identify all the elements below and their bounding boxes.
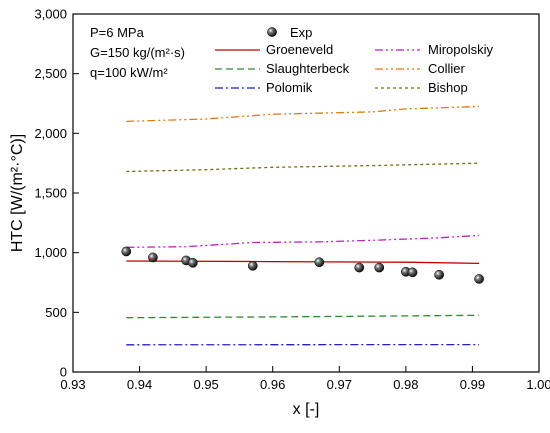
legend: Exp Groeneveld Slaughterbeck Polomik Mir… [215, 25, 494, 95]
series-line-miropolskiy [126, 234, 480, 248]
legend-swatch-exp [267, 27, 277, 37]
x-tick-label-5: 0.98 [393, 377, 418, 392]
x-tick-label-2: 0.95 [193, 377, 218, 392]
legend-label-collier: Collier [428, 61, 466, 76]
x-tick-label-7: 1.00 [526, 377, 550, 392]
series-line-bishop [126, 162, 480, 173]
exp-point-9 [407, 267, 418, 278]
exp-point-3 [187, 257, 198, 268]
legend-label-miropolskiy: Miropolskiy [428, 42, 494, 57]
legend-label-bishop: Bishop [428, 80, 468, 95]
exp-point-0 [121, 246, 132, 257]
legend-label-exp: Exp [290, 25, 312, 40]
condition-mass-flux: G=150 kg/(m²·s) [90, 45, 185, 60]
y-tick-label-4: 2,000 [34, 126, 67, 141]
exp-point-5 [314, 257, 325, 268]
x-tick-label-4: 0.97 [327, 377, 352, 392]
x-tick-label-6: 0.99 [460, 377, 485, 392]
y-tick-label-2: 1,000 [34, 245, 67, 260]
exp-point-10 [434, 269, 444, 280]
y-tick-label-6: 3,000 [34, 7, 67, 22]
x-tick-label-1: 0.94 [127, 377, 152, 392]
series-line-collier [126, 105, 480, 123]
series-line-groeneveld [126, 260, 480, 265]
exp-point-7 [374, 262, 385, 273]
axis-ticks: 0.93 0.94 0.95 0.96 0.97 0.98 0.99 1.00 0 500 1,00… [34, 7, 550, 393]
conditions-block: P=6 MPa G=150 kg/(m²·s) q=100 kW/m² [90, 25, 185, 80]
exp-point-6 [354, 262, 365, 273]
series-line-slaughterbeck [126, 314, 480, 319]
y-tick-label-1: 500 [45, 305, 67, 320]
y-tick-label-0: 0 [60, 365, 67, 380]
condition-pressure: P=6 MPa [90, 25, 145, 40]
legend-label-polomik: Polomik [266, 80, 313, 95]
condition-heat-flux: q=100 kW/m² [90, 65, 168, 80]
x-axis-title: x [-] [293, 401, 320, 418]
chart-marks [121, 105, 484, 346]
y-axis-title: HTC [W/(m²·°C)] [9, 134, 26, 252]
legend-label-groeneveld: Groeneveld [266, 42, 333, 57]
exp-point-11 [474, 274, 484, 284]
y-tick-label-3: 1,500 [34, 186, 67, 201]
exp-point-4 [247, 260, 258, 271]
exp-point-1 [148, 252, 158, 263]
legend-label-slaughterbeck: Slaughterbeck [266, 61, 350, 76]
x-tick-label-3: 0.96 [260, 377, 285, 392]
x-tick-label-0: 0.93 [60, 377, 85, 392]
y-tick-label-5: 2,500 [34, 66, 67, 81]
